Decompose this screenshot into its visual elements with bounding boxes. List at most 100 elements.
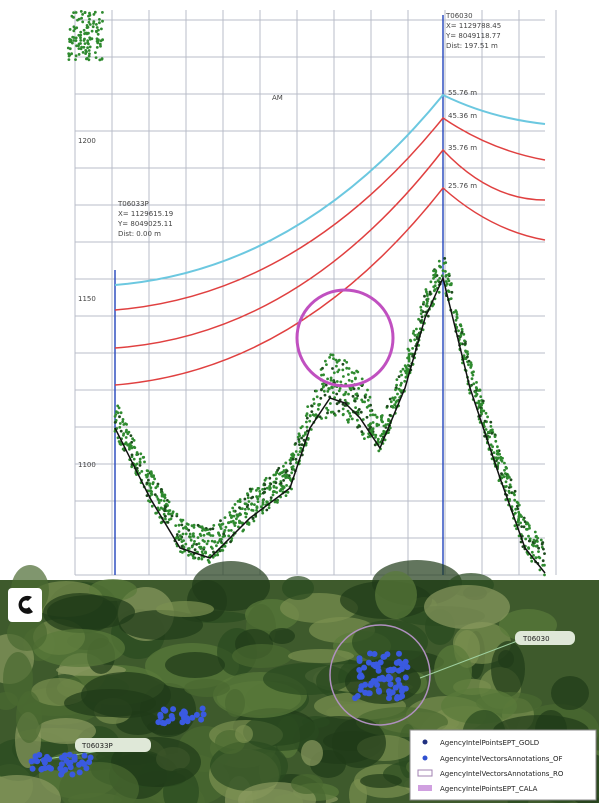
lidar-point — [504, 480, 508, 484]
lidar-point — [193, 540, 196, 543]
lidar-point — [97, 38, 100, 42]
lidar-point — [471, 373, 475, 377]
lidar-point — [393, 403, 397, 407]
lidar-point — [195, 543, 199, 546]
lidar-point — [346, 418, 349, 422]
lidar-point — [139, 452, 143, 456]
point — [402, 674, 409, 681]
lidar-point — [426, 314, 430, 318]
lidar-point — [191, 554, 195, 558]
lidar-point — [363, 400, 366, 404]
lidar-point — [72, 39, 76, 42]
lidar-point — [497, 461, 500, 465]
lidar-point — [187, 553, 190, 557]
lidar-point — [95, 23, 98, 26]
lidar-point — [505, 485, 508, 488]
lidar-point — [243, 507, 247, 511]
lidar-point — [157, 501, 161, 505]
lidar-point — [369, 409, 372, 413]
lidar-point — [119, 411, 123, 415]
lidar-point — [88, 23, 92, 26]
lidar-point — [472, 382, 476, 386]
lidar-point — [541, 559, 545, 563]
lidar-point — [367, 423, 370, 427]
lidar-point — [79, 36, 82, 40]
lidar-point — [87, 54, 91, 58]
lidar-point — [187, 528, 191, 532]
lidar-point — [399, 389, 403, 392]
lidar-point — [532, 554, 535, 557]
lidar-point — [470, 377, 474, 381]
lidar-point — [341, 368, 345, 372]
lidar-point — [475, 392, 479, 396]
lidar-point — [532, 538, 536, 542]
lidar-point — [395, 383, 398, 387]
lidar-point — [358, 425, 362, 428]
lidar-point — [329, 410, 333, 414]
point — [366, 690, 373, 697]
lidar-point — [98, 58, 102, 62]
lidar-point — [543, 563, 546, 567]
lidar-point — [486, 415, 489, 419]
lidar-point — [113, 415, 117, 418]
lidar-point — [321, 366, 324, 370]
lidar-point — [113, 421, 117, 424]
lidar-point — [124, 422, 127, 425]
lidar-point — [474, 390, 477, 394]
lidar-point — [299, 446, 303, 450]
lidar-point — [178, 534, 182, 538]
point — [71, 756, 78, 762]
point — [402, 685, 409, 692]
lidar-point — [353, 399, 357, 403]
terrain-patch — [235, 725, 253, 743]
lidar-point — [325, 363, 328, 366]
lidar-point — [354, 377, 357, 381]
lidar-point — [356, 418, 359, 422]
point — [375, 667, 382, 674]
lidar-point — [231, 519, 235, 523]
terrain-patch — [47, 595, 135, 629]
lidar-point — [290, 466, 294, 469]
lidar-point — [170, 514, 174, 518]
lidar-point — [145, 474, 149, 478]
lidar-point — [432, 269, 435, 273]
lidar-point — [367, 404, 371, 408]
lidar-point — [159, 499, 163, 502]
lidar-point — [393, 396, 397, 399]
lidar-point — [486, 430, 490, 434]
lidar-point — [318, 403, 322, 406]
lidar-point — [124, 436, 128, 439]
lidar-point — [464, 349, 467, 353]
lidar-point — [274, 481, 278, 485]
lidar-point — [528, 537, 532, 541]
lidar-point — [273, 490, 276, 493]
lidar-point — [373, 413, 377, 417]
point — [168, 713, 175, 719]
lidar-point — [294, 442, 297, 445]
lidar-point — [290, 471, 294, 475]
point — [39, 765, 45, 772]
lidar-point — [366, 388, 369, 392]
lidar-point — [279, 481, 283, 485]
lidar-point — [121, 418, 125, 421]
lidar-point — [413, 333, 417, 337]
lidar-point — [354, 406, 357, 409]
point — [81, 752, 88, 759]
lidar-point — [304, 414, 308, 417]
terrain-patch — [332, 718, 386, 768]
lidar-point — [397, 387, 401, 391]
lidar-point — [204, 551, 208, 555]
point — [402, 658, 409, 665]
lidar-point — [192, 523, 196, 527]
tower-info: X= 1129788.45 — [446, 22, 501, 30]
elevation-label: 1150 — [78, 295, 96, 303]
terrain-patch — [441, 688, 517, 724]
lidar-point — [95, 46, 99, 49]
lidar-point — [291, 457, 295, 461]
lidar-point — [514, 507, 518, 511]
lidar-point — [216, 553, 220, 557]
lidar-point — [297, 453, 300, 456]
lidar-point — [211, 547, 214, 550]
lidar-point — [124, 441, 128, 444]
